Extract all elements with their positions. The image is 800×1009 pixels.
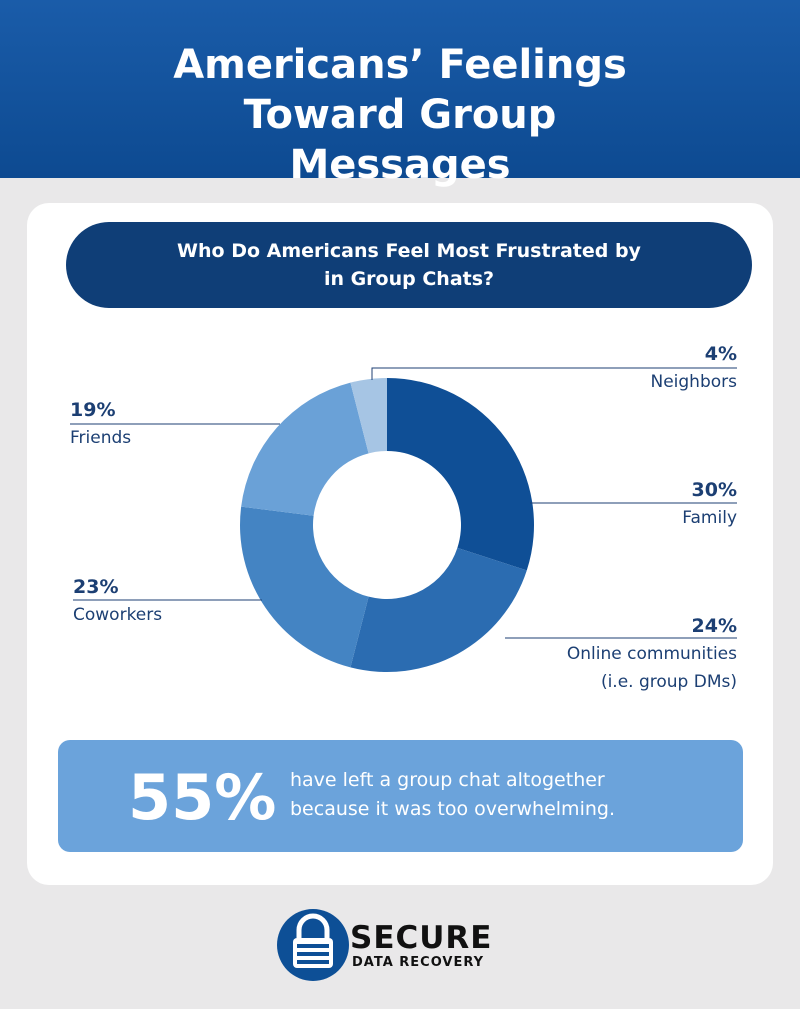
value-label: 4% <box>704 343 737 365</box>
category-label: Coworkers <box>73 605 163 625</box>
slice-label: 4% Neighbors <box>537 340 737 396</box>
slice-label: 24% Online communities (i.e. group DMs) <box>537 612 737 696</box>
logo-icon <box>277 909 349 981</box>
logo-tagline: DATA RECOVERY <box>352 955 485 970</box>
donut-slice <box>350 547 527 672</box>
callout-text: have left a group chat altogether becaus… <box>290 769 615 820</box>
leader-line <box>371 367 737 380</box>
slice-label: 23% Coworkers <box>73 573 273 629</box>
slice-label: 30% Family <box>537 476 737 532</box>
callout-box <box>58 740 743 852</box>
callout-figure: 55% <box>128 761 277 834</box>
value-label: 23% <box>73 576 119 598</box>
donut-slice <box>240 506 369 668</box>
category-label: Family <box>682 508 737 528</box>
donut-slice <box>350 378 387 454</box>
value-label: 19% <box>70 399 116 421</box>
category-label: Neighbors <box>650 372 737 392</box>
donut-slice <box>241 382 369 516</box>
header <box>0 0 800 178</box>
slice-label: 19% Friends <box>70 396 270 452</box>
category-label: Online communities (i.e. group DMs) <box>566 644 737 692</box>
chart-title: Who Do Americans Feel Most Frustrated by… <box>177 240 641 290</box>
page-title: Americans’ Feelings Toward Group Message… <box>173 42 627 188</box>
value-label: 30% <box>691 479 737 501</box>
donut-slice <box>387 378 534 571</box>
logo-name: SECURE <box>350 920 493 956</box>
chart-title-pill: Who Do Americans Feel Most Frustrated by… <box>66 222 752 308</box>
value-label: 24% <box>691 615 737 637</box>
category-label: Friends <box>70 428 132 448</box>
